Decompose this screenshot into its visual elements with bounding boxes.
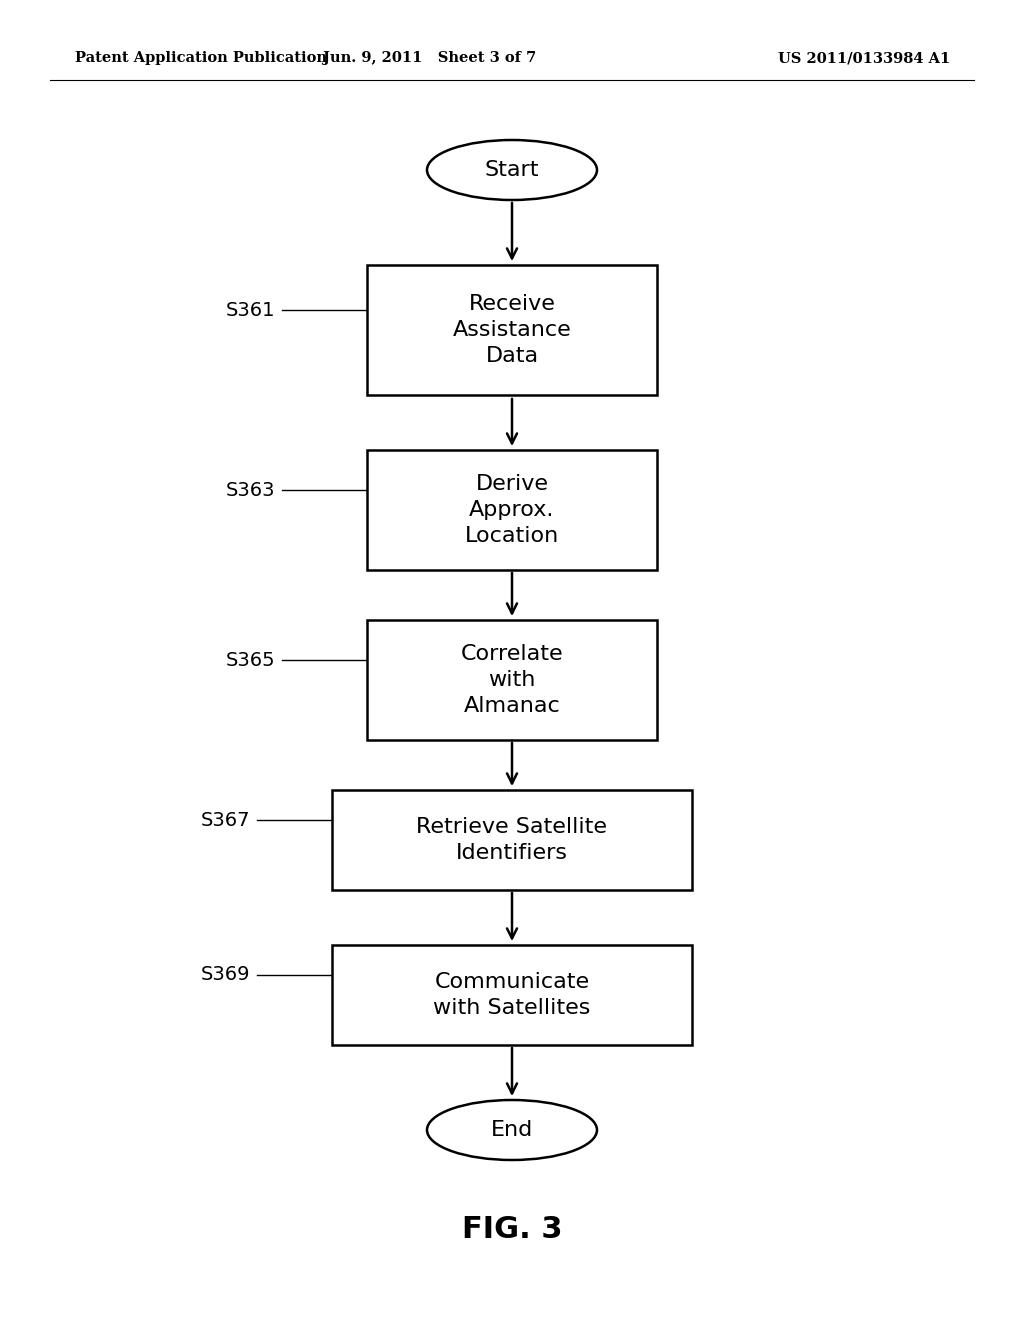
Text: S363: S363: [225, 480, 275, 499]
FancyBboxPatch shape: [332, 789, 692, 890]
Ellipse shape: [427, 1100, 597, 1160]
Text: Receive
Assistance
Data: Receive Assistance Data: [453, 293, 571, 367]
Text: Start: Start: [484, 160, 540, 180]
Text: US 2011/0133984 A1: US 2011/0133984 A1: [778, 51, 950, 65]
Text: Derive
Approx.
Location: Derive Approx. Location: [465, 474, 559, 546]
FancyBboxPatch shape: [367, 450, 657, 570]
Text: S361: S361: [225, 301, 275, 319]
Text: Jun. 9, 2011   Sheet 3 of 7: Jun. 9, 2011 Sheet 3 of 7: [324, 51, 537, 65]
Text: End: End: [490, 1119, 534, 1140]
Text: Correlate
with
Almanac: Correlate with Almanac: [461, 644, 563, 717]
FancyBboxPatch shape: [367, 620, 657, 741]
FancyBboxPatch shape: [332, 945, 692, 1045]
Text: Retrieve Satellite
Identifiers: Retrieve Satellite Identifiers: [417, 817, 607, 863]
Text: S367: S367: [201, 810, 250, 829]
Text: FIG. 3: FIG. 3: [462, 1216, 562, 1245]
FancyBboxPatch shape: [367, 265, 657, 395]
Text: S369: S369: [201, 965, 250, 985]
Text: S365: S365: [225, 651, 275, 669]
Text: Patent Application Publication: Patent Application Publication: [75, 51, 327, 65]
Text: Communicate
with Satellites: Communicate with Satellites: [433, 972, 591, 1018]
Ellipse shape: [427, 140, 597, 201]
